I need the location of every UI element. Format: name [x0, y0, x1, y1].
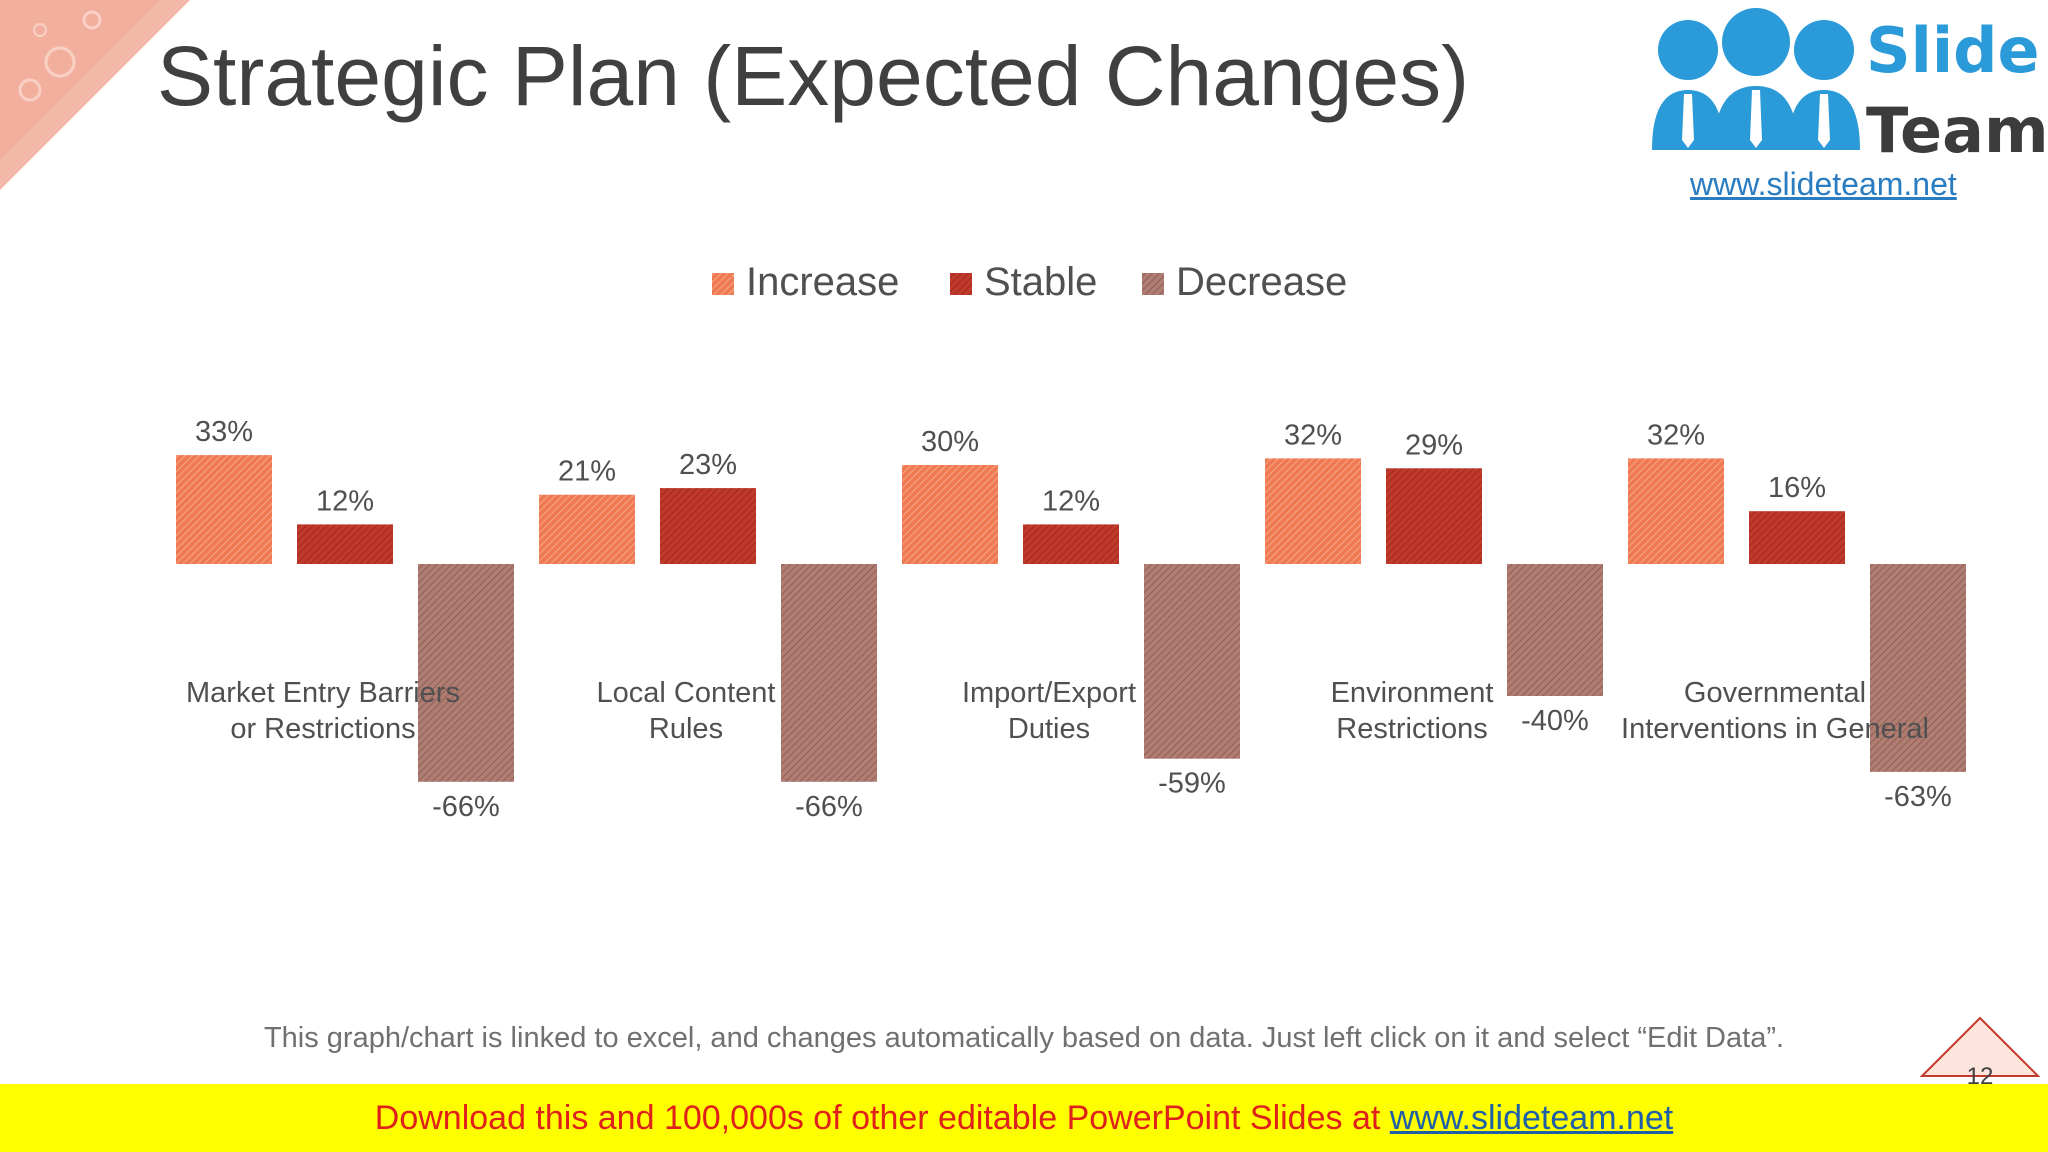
- logo-word-slide: Slide: [1866, 14, 2040, 87]
- legend-label-increase: Increase: [746, 260, 899, 304]
- legend-swatch-increase: [712, 273, 734, 295]
- data-label-stable-1: 23%: [679, 449, 737, 481]
- bar-increase-2[interactable]: [902, 465, 998, 564]
- category-label-4-line-0: Governmental: [1684, 677, 1866, 709]
- banner-text: Download this and 100,000s of other edit…: [374, 1099, 1390, 1137]
- bar-decrease-0[interactable]: [418, 564, 514, 782]
- legend-label-decrease: Decrease: [1176, 260, 1347, 304]
- chart-legend: Increase Stable Decrease: [712, 260, 1347, 304]
- data-label-increase-4: 32%: [1647, 419, 1705, 451]
- category-label-0-line-1: or Restrictions: [230, 713, 415, 745]
- data-label-increase-0: 33%: [195, 416, 253, 448]
- category-label-1-line-1: Rules: [649, 713, 723, 745]
- data-label-decrease-2: -59%: [1158, 768, 1226, 800]
- chart-bars: [176, 455, 1966, 782]
- chart-x-axis: Market Entry Barriers or Restrictions Loca…: [186, 677, 1929, 745]
- category-label-1-line-0: Local Content: [597, 677, 776, 709]
- legend-label-stable: Stable: [984, 260, 1097, 304]
- bar-decrease-3[interactable]: [1507, 564, 1603, 696]
- download-banner: Download this and 100,000s of other edit…: [0, 1084, 2048, 1152]
- bar-stable-2[interactable]: [1023, 524, 1119, 564]
- bar-stable-1[interactable]: [660, 488, 756, 564]
- bar-chart[interactable]: Increase Stable Decrease 33% 12% -66% 21% 23% -…: [0, 230, 2048, 970]
- data-label-stable-0: 12%: [316, 485, 374, 517]
- bar-increase-4[interactable]: [1628, 458, 1724, 564]
- category-label-3-line-0: Environment: [1331, 677, 1494, 709]
- data-label-stable-2: 12%: [1042, 485, 1100, 517]
- legend-swatch-stable: [950, 273, 972, 295]
- company-logo[interactable]: Slide Team www.slideteam.net: [1638, 0, 2048, 202]
- category-label-2-line-1: Duties: [1008, 713, 1090, 745]
- data-label-decrease-3: -40%: [1521, 705, 1589, 737]
- category-label-4-line-1: Interventions in General: [1621, 713, 1929, 745]
- category-label-0-line-0: Market Entry Barriers: [186, 677, 460, 709]
- chart-footnote: This graph/chart is linked to excel, and…: [263, 1022, 1785, 1054]
- page-number: 12: [1967, 1063, 1994, 1086]
- data-label-decrease-0: -66%: [432, 791, 500, 823]
- category-label-2-line-0: Import/Export: [962, 677, 1136, 709]
- banner-link[interactable]: www.slideteam.net: [1389, 1099, 1674, 1137]
- data-label-increase-2: 30%: [921, 426, 979, 458]
- chart-data-labels: 33% 12% -66% 21% 23% -66% 30% 12% -59% 32% 29% -40%…: [195, 416, 1952, 823]
- page-number-badge: 12: [1920, 1016, 2040, 1086]
- legend-swatch-decrease: [1142, 273, 1164, 295]
- bar-stable-0[interactable]: [297, 524, 393, 564]
- data-label-stable-4: 16%: [1768, 472, 1826, 504]
- logo-word-team: Team: [1866, 94, 2048, 167]
- bar-decrease-2[interactable]: [1144, 564, 1240, 759]
- logo-url-link[interactable]: www.slideteam.net: [1690, 166, 1957, 202]
- bar-increase-3[interactable]: [1265, 458, 1361, 564]
- corner-decoration: [0, 0, 190, 190]
- bar-increase-1[interactable]: [539, 494, 635, 564]
- data-label-decrease-4: -63%: [1884, 781, 1952, 813]
- data-label-increase-3: 32%: [1284, 419, 1342, 451]
- data-label-stable-3: 29%: [1405, 429, 1463, 461]
- data-label-decrease-1: -66%: [795, 791, 863, 823]
- people-icon: [1652, 8, 1860, 150]
- bar-increase-0[interactable]: [176, 455, 272, 564]
- bar-decrease-1[interactable]: [781, 564, 877, 782]
- bar-stable-4[interactable]: [1749, 511, 1845, 564]
- bar-decrease-4[interactable]: [1870, 564, 1966, 772]
- category-label-3-line-1: Restrictions: [1336, 713, 1488, 745]
- data-label-increase-1: 21%: [558, 456, 616, 488]
- page-title: Strategic Plan (Expected Changes): [157, 29, 1470, 123]
- bar-stable-3[interactable]: [1386, 468, 1482, 564]
